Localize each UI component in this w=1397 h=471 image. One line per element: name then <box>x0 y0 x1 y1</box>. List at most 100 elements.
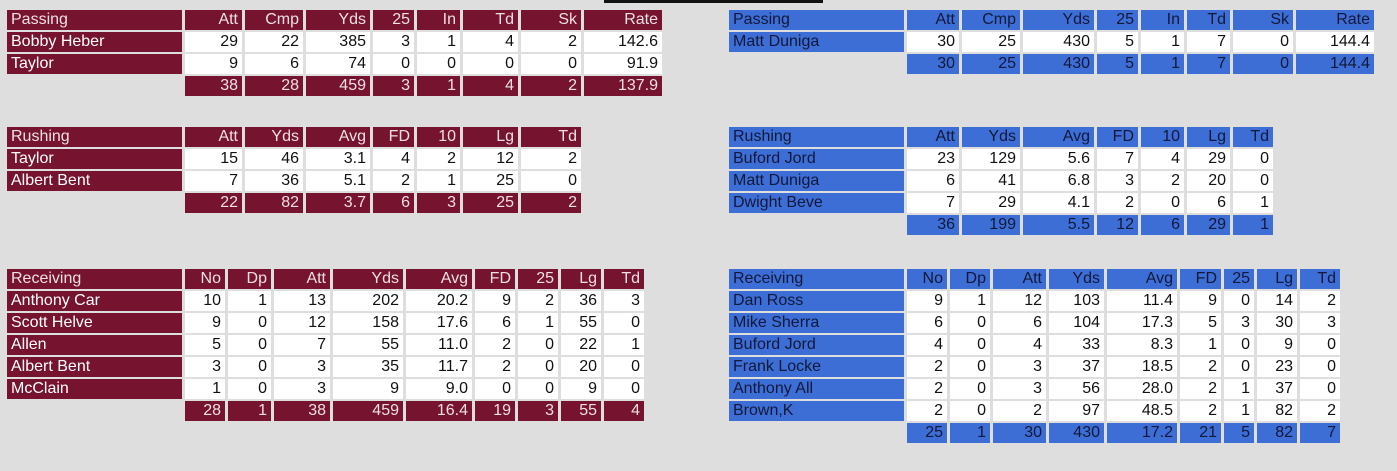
stat-cell: 0 <box>228 357 271 377</box>
stat-cell: 5 <box>185 335 225 355</box>
stat-cell: 2 <box>1141 171 1184 191</box>
stat-cell: 9 <box>185 54 242 74</box>
stat-cell: 6 <box>1187 193 1230 213</box>
totals-spacer <box>7 401 182 421</box>
home-receiving-table: Receiving No Dp Att Yds Avg FD 25 Lg Td … <box>4 267 647 423</box>
table-row: Allen 5 0 7 55 11.0 2 0 22 1 <box>7 335 644 355</box>
stat-cell: 2 <box>993 401 1046 421</box>
stat-cell: 46 <box>245 149 303 169</box>
stat-cell: 3 <box>185 357 225 377</box>
section-title: Rushing <box>729 127 904 147</box>
table-header-row: Passing Att Cmp Yds 25 In Td Sk Rate <box>729 10 1374 30</box>
section-title: Passing <box>7 10 182 30</box>
player-name: Dwight Beve <box>729 193 904 213</box>
stat-cell: 0 <box>228 335 271 355</box>
total-cell: 25 <box>962 54 1020 74</box>
totals-row: 36 199 5.5 12 6 29 1 <box>729 215 1273 235</box>
stat-cell: 20 <box>561 357 601 377</box>
total-cell: 6 <box>373 193 414 213</box>
stat-cell: 0 <box>475 379 515 399</box>
player-name: Brown,K <box>729 401 904 421</box>
stat-cell: 11.7 <box>406 357 472 377</box>
stat-cell: 7 <box>1097 149 1138 169</box>
player-name: McClain <box>7 379 182 399</box>
stat-cell: 6 <box>475 313 515 333</box>
stat-cell: 20 <box>1187 171 1230 191</box>
column-header: Avg <box>1107 269 1177 289</box>
stat-cell: 12 <box>274 313 330 333</box>
stat-cell: 1 <box>604 335 644 355</box>
column-header: Yds <box>1049 269 1104 289</box>
column-header: Att <box>274 269 330 289</box>
stat-cell: 2 <box>373 171 414 191</box>
stat-cell: 129 <box>962 149 1020 169</box>
stat-cell: 3 <box>274 357 330 377</box>
total-cell: 137.9 <box>584 76 662 96</box>
stat-cell: 4 <box>993 335 1046 355</box>
section-title: Receiving <box>7 269 182 289</box>
stat-cell: 7 <box>274 335 330 355</box>
stat-cell: 0 <box>1233 171 1273 191</box>
home-passing-table: Passing Att Cmp Yds 25 In Td Sk Rate Bob… <box>4 8 665 98</box>
home-rushing-table: Rushing Att Yds Avg FD 10 Lg Td Taylor 1… <box>4 125 584 215</box>
section-title: Passing <box>729 10 904 30</box>
total-cell: 4 <box>604 401 644 421</box>
total-cell: 36 <box>907 215 959 235</box>
stat-cell: 9 <box>1257 335 1297 355</box>
stat-cell: 2 <box>1180 357 1221 377</box>
total-cell: 7 <box>1187 54 1230 74</box>
total-cell: 1 <box>417 76 460 96</box>
total-cell: 3 <box>518 401 558 421</box>
column-header: Lg <box>561 269 601 289</box>
stat-cell: 2 <box>1300 291 1340 311</box>
stat-cell: 14 <box>1257 291 1297 311</box>
stat-cell: 0 <box>228 379 271 399</box>
stat-cell: 0 <box>463 54 518 74</box>
stat-cell: 2 <box>1097 193 1138 213</box>
stat-cell: 0 <box>1300 335 1340 355</box>
player-name: Matt Duniga <box>729 32 904 52</box>
stat-cell: 17.6 <box>406 313 472 333</box>
column-header: Sk <box>1233 10 1293 30</box>
column-header: Cmp <box>245 10 303 30</box>
stat-cell: 1 <box>1224 379 1254 399</box>
stat-cell: 41 <box>962 171 1020 191</box>
stat-cell: 9 <box>1180 291 1221 311</box>
stat-cell: 13 <box>274 291 330 311</box>
stat-cell: 29 <box>1187 149 1230 169</box>
stat-cell: 25 <box>962 32 1020 52</box>
stat-cell: 144.4 <box>1296 32 1374 52</box>
stat-cell: 12 <box>463 149 518 169</box>
stat-cell: 5 <box>1180 313 1221 333</box>
stat-cell: 0 <box>417 54 460 74</box>
stat-cell: 36 <box>561 291 601 311</box>
totals-spacer <box>7 193 182 213</box>
table-row: Buford Jord 4 0 4 33 8.3 1 0 9 0 <box>729 335 1340 355</box>
stat-cell: 10 <box>185 291 225 311</box>
stat-cell: 1 <box>1141 32 1184 52</box>
away-rushing-table: Rushing Att Yds Avg FD 10 Lg Td Buford J… <box>726 125 1276 237</box>
stat-cell: 9 <box>333 379 403 399</box>
stat-cell: 2 <box>1180 379 1221 399</box>
table-row: Albert Bent 3 0 3 35 11.7 2 0 20 0 <box>7 357 644 377</box>
stat-cell: 0 <box>518 357 558 377</box>
column-header: Avg <box>1023 127 1094 147</box>
stat-cell: 0 <box>1300 357 1340 377</box>
stat-cell: 25 <box>463 171 518 191</box>
total-cell: 16.4 <box>406 401 472 421</box>
column-header: Att <box>907 10 959 30</box>
totals-row: 30 25 430 5 1 7 0 144.4 <box>729 54 1374 74</box>
away-passing-table: Passing Att Cmp Yds 25 In Td Sk Rate Mat… <box>726 8 1377 76</box>
stat-cell: 5 <box>1097 32 1138 52</box>
stat-cell: 0 <box>1233 32 1293 52</box>
player-name: Frank Locke <box>729 357 904 377</box>
total-cell: 7 <box>1300 423 1340 443</box>
table-row: Brown,K 2 0 2 97 48.5 2 1 82 2 <box>729 401 1340 421</box>
stat-cell: 0 <box>1233 149 1273 169</box>
column-header: Att <box>907 127 959 147</box>
column-header: In <box>1141 10 1184 30</box>
stat-cell: 7 <box>907 193 959 213</box>
stat-cell: 2 <box>521 149 581 169</box>
total-cell: 3 <box>373 76 414 96</box>
stat-cell: 4 <box>373 149 414 169</box>
